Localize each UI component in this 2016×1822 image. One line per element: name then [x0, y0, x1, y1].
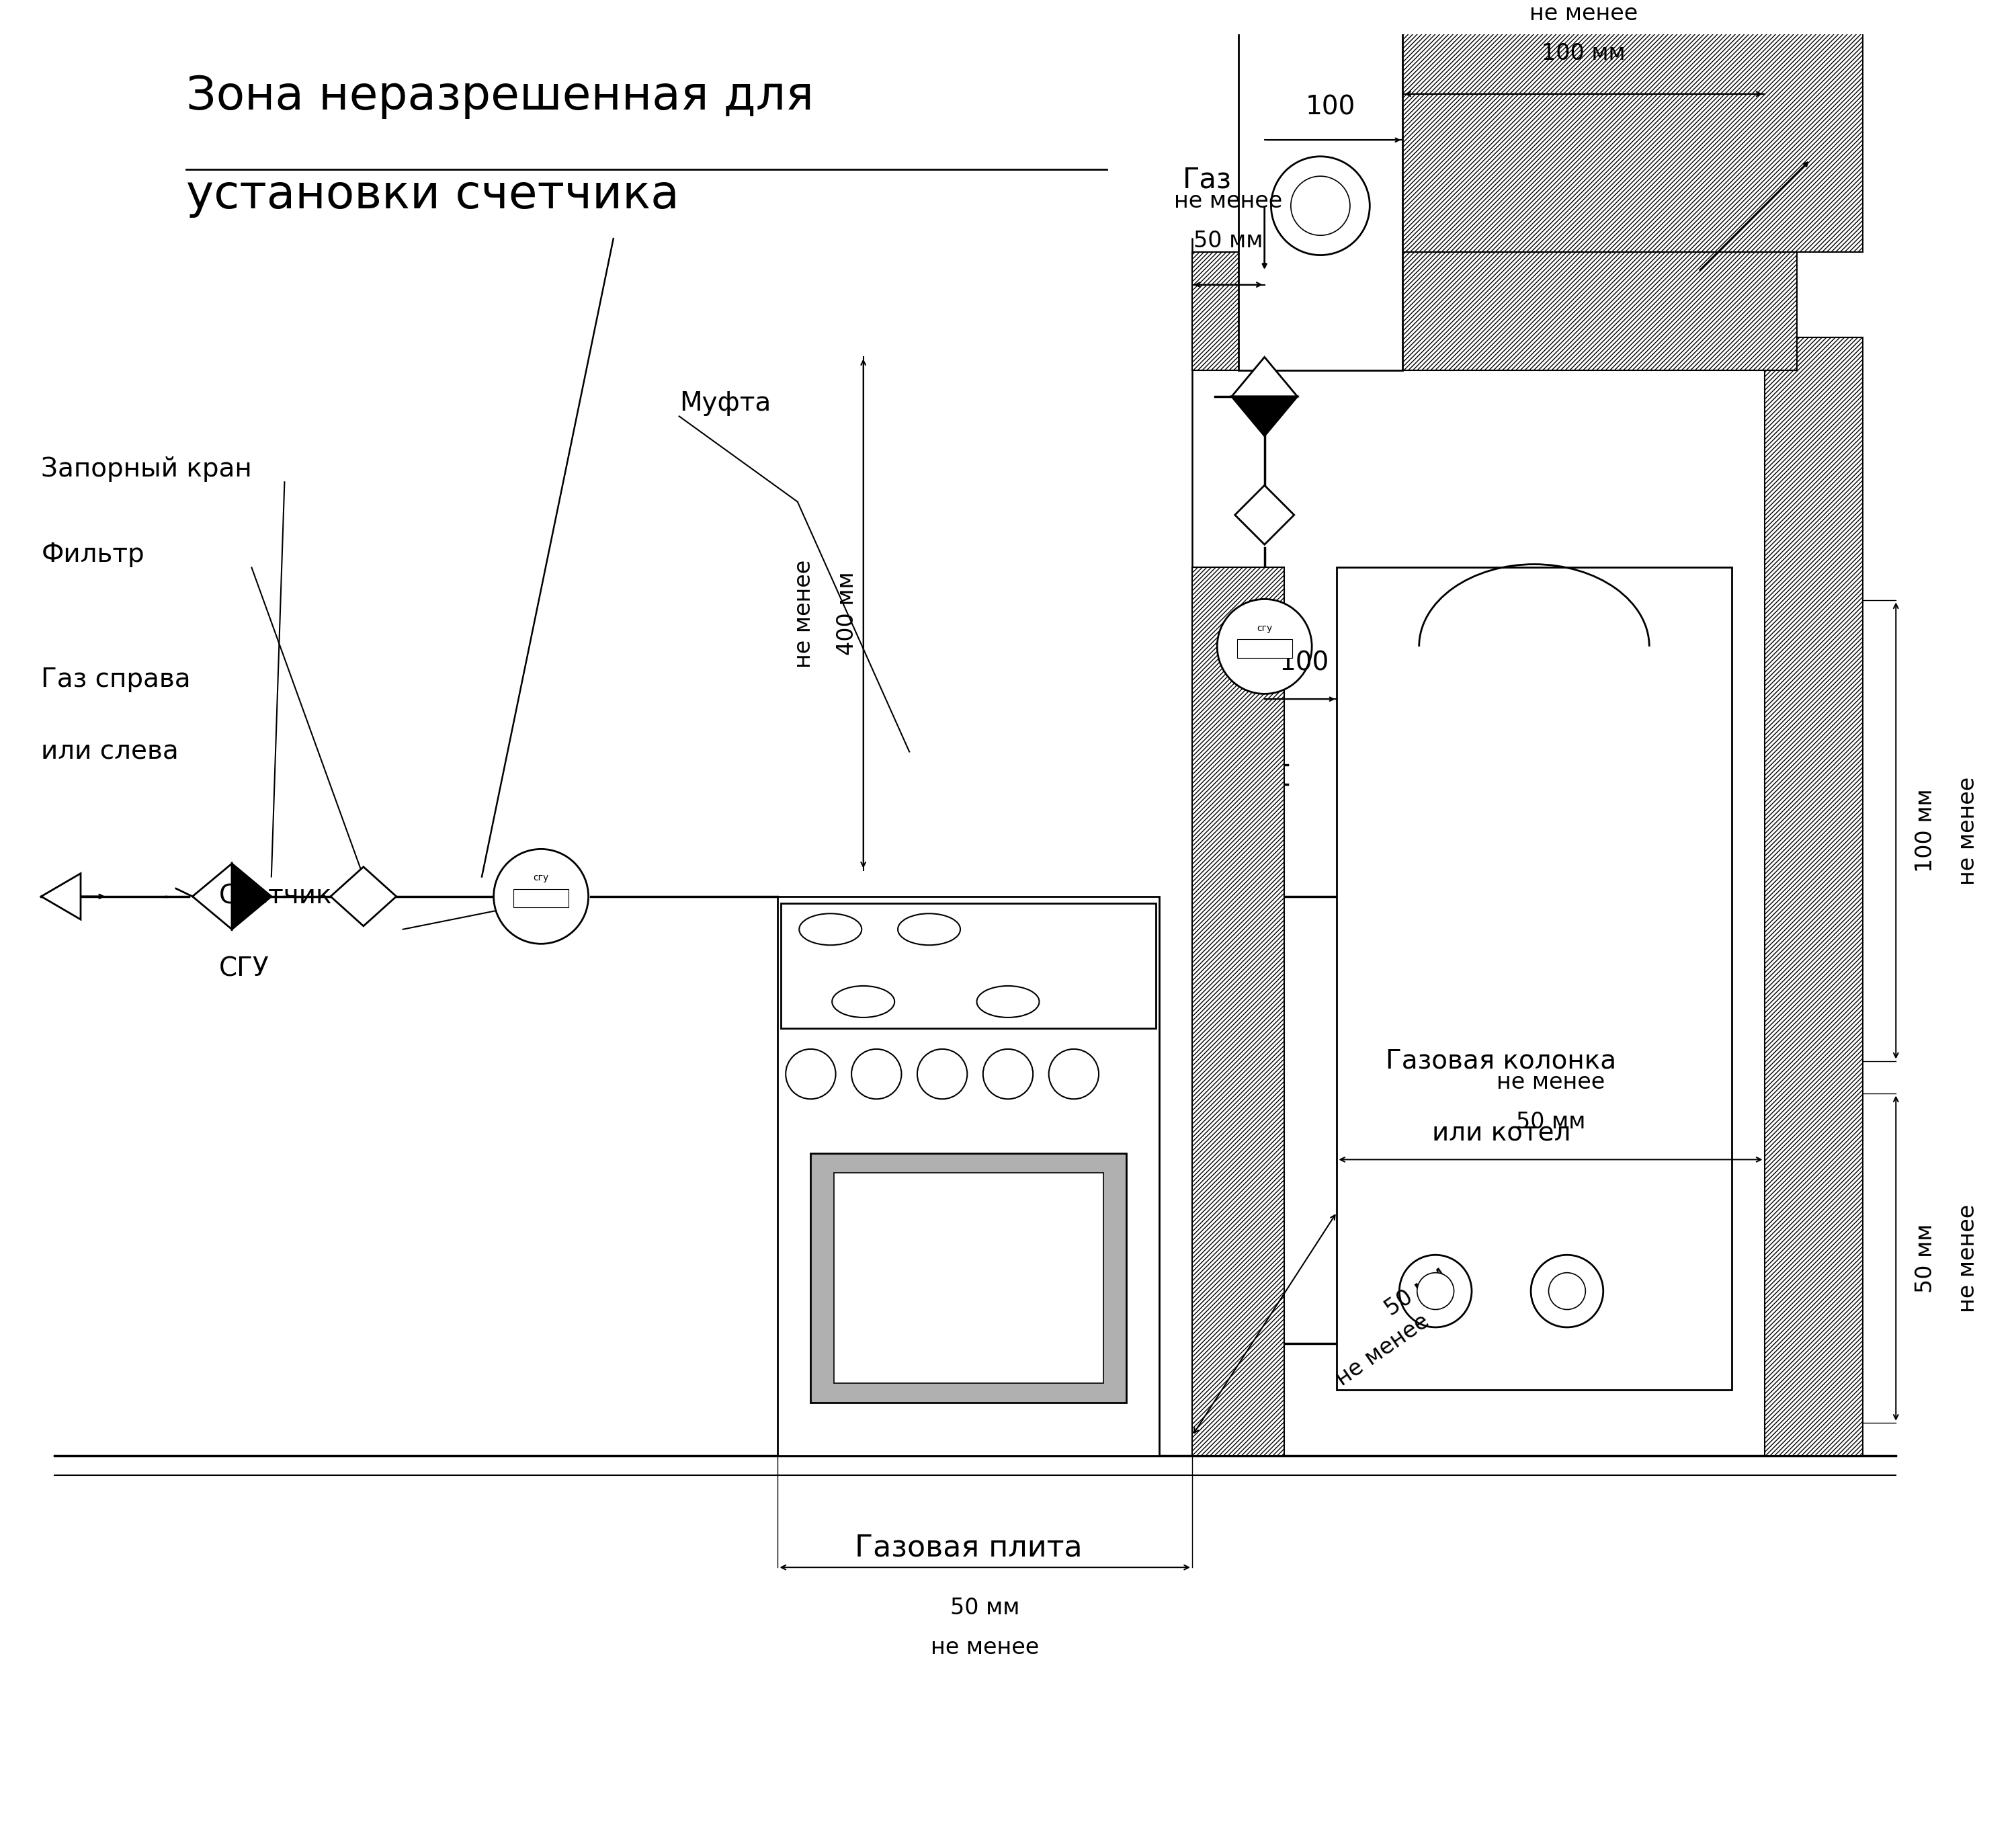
Circle shape	[1399, 1255, 1472, 1326]
Ellipse shape	[833, 986, 895, 1017]
Text: 50 мм: 50 мм	[950, 1596, 1020, 1620]
Text: Газовая плита: Газовая плита	[855, 1532, 1083, 1561]
Text: не менее: не менее	[792, 559, 814, 669]
Bar	[1403, 22, 1863, 251]
Bar	[835, 1173, 1103, 1383]
Text: не менее: не менее	[931, 1636, 1038, 1658]
Text: установки счетчика: установки счетчика	[185, 173, 679, 219]
Bar	[1238, 22, 1403, 370]
Bar	[514, 889, 569, 907]
Ellipse shape	[897, 913, 960, 946]
Ellipse shape	[798, 913, 861, 946]
Text: Газ справа: Газ справа	[40, 667, 192, 692]
Text: не менее: не менее	[1333, 1310, 1433, 1390]
Text: 50 мм: 50 мм	[1381, 1263, 1452, 1321]
Text: 100 мм: 100 мм	[1915, 789, 1937, 873]
Text: 400 мм: 400 мм	[837, 572, 859, 656]
Text: не менее: не менее	[1173, 189, 1282, 213]
Bar	[1238, 640, 1292, 658]
Circle shape	[1548, 1274, 1585, 1310]
Text: Газовая колонка: Газовая колонка	[1385, 1048, 1617, 1073]
Text: не менее: не менее	[1496, 1071, 1605, 1093]
Circle shape	[1530, 1255, 1603, 1326]
Circle shape	[1270, 157, 1369, 255]
Text: сгу: сгу	[532, 873, 548, 882]
Text: 50 мм: 50 мм	[1915, 1224, 1937, 1294]
Text: Муфта: Муфта	[679, 390, 770, 415]
Circle shape	[1048, 1049, 1099, 1099]
Circle shape	[917, 1049, 968, 1099]
Circle shape	[851, 1049, 901, 1099]
Circle shape	[494, 849, 589, 944]
Text: не менее: не менее	[1958, 776, 1980, 885]
Bar	[778, 896, 1159, 1456]
Circle shape	[786, 1049, 837, 1099]
Text: 50 мм: 50 мм	[1516, 1111, 1585, 1133]
Circle shape	[1417, 1274, 1454, 1310]
Bar	[780, 904, 1155, 1028]
Circle shape	[984, 1049, 1032, 1099]
Text: Фильтр: Фильтр	[40, 541, 145, 567]
Text: или котел: или котел	[1431, 1121, 1570, 1146]
Text: 50 мм: 50 мм	[1193, 230, 1264, 251]
Text: Запорный кран: Запорный кран	[40, 456, 252, 481]
Polygon shape	[1236, 485, 1294, 545]
Bar	[1337, 567, 1732, 1390]
Polygon shape	[331, 867, 397, 926]
Text: 100: 100	[1278, 650, 1329, 676]
Text: сгу: сгу	[1256, 623, 1272, 632]
Polygon shape	[1232, 397, 1298, 435]
Text: Зона неразрешенная для: Зона неразрешенная для	[185, 75, 814, 118]
Text: СГУ: СГУ	[220, 957, 268, 982]
Bar	[1191, 251, 1796, 370]
Text: Газ: Газ	[1183, 166, 1232, 193]
Bar	[1191, 567, 1284, 1456]
Polygon shape	[192, 864, 232, 929]
Polygon shape	[232, 864, 272, 929]
Circle shape	[1218, 599, 1312, 694]
Polygon shape	[1232, 357, 1298, 397]
Bar	[1764, 337, 1863, 1456]
Ellipse shape	[978, 986, 1038, 1017]
Bar	[810, 1153, 1127, 1403]
Polygon shape	[40, 873, 81, 920]
Text: Счетчик: Счетчик	[220, 884, 333, 909]
Text: 100 мм: 100 мм	[1542, 42, 1625, 64]
Text: не менее: не менее	[1958, 1204, 1980, 1312]
Text: не менее: не менее	[1530, 2, 1637, 26]
Text: 100: 100	[1304, 95, 1355, 120]
Text: или слева: или слева	[40, 740, 179, 765]
